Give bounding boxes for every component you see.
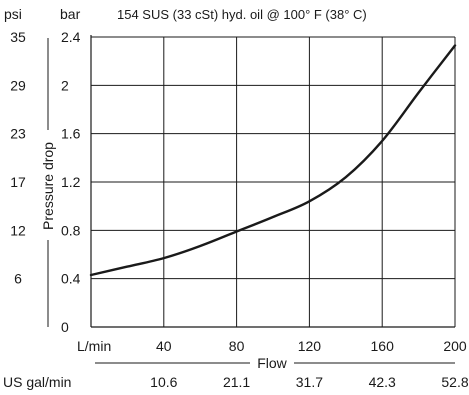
- axes: [90, 35, 455, 328]
- y-secondary-tick-label: 23: [10, 126, 26, 142]
- y-primary-unit-label: bar: [60, 6, 81, 22]
- chart-title: 154 SUS (33 cSt) hyd. oil @ 100° F (38° …: [117, 7, 367, 22]
- y-secondary-tick-label: 29: [10, 77, 26, 93]
- y-tick-label: 0.8: [61, 222, 81, 238]
- x-tick-labels: 40 10.6 80 21.1 120 31.7 160 42.3 200 52.8: [150, 338, 469, 390]
- x-primary-unit-label: L/min: [77, 338, 111, 354]
- y-secondary-unit-label: psi: [4, 6, 22, 22]
- y-axis-title: Pressure drop: [40, 142, 56, 230]
- data-series: [89, 44, 457, 277]
- x-axis-title: Flow: [257, 355, 287, 371]
- x-secondary-tick-label: 42.3: [369, 374, 396, 390]
- grid-lines: [91, 36, 456, 327]
- x-tick-label: 200: [443, 338, 467, 354]
- pressure-drop-curve: [89, 44, 457, 277]
- x-tick-label: 80: [229, 338, 245, 354]
- x-secondary-unit-label: US gal/min: [3, 374, 71, 390]
- y-tick-label: 1.2: [61, 174, 81, 190]
- x-tick-label: 120: [298, 338, 322, 354]
- x-axis-title-group: Flow: [95, 355, 455, 371]
- x-secondary-tick-label: 10.6: [150, 374, 177, 390]
- y-tick-label: 0: [61, 319, 69, 335]
- y-secondary-tick-label: 12: [10, 222, 26, 238]
- x-secondary-tick-label: 52.8: [441, 374, 468, 390]
- y-secondary-tick-label: 17: [10, 174, 26, 190]
- y-tick-labels: 0 0.4 6 0.8 12 1.2 17 1.6 23 2 29 2.4 35: [10, 29, 80, 335]
- y-tick-label: 1.6: [61, 126, 81, 142]
- y-secondary-tick-label: 6: [14, 271, 22, 287]
- x-tick-label: 160: [371, 338, 395, 354]
- y-secondary-tick-label: 35: [10, 29, 26, 45]
- x-secondary-tick-label: 21.1: [223, 374, 250, 390]
- y-axis-title-group: Pressure drop: [40, 38, 56, 327]
- x-secondary-tick-label: 31.7: [296, 374, 323, 390]
- x-tick-label: 40: [156, 338, 172, 354]
- y-tick-label: 0.4: [61, 271, 81, 287]
- y-tick-label: 2.4: [61, 29, 81, 45]
- y-tick-label: 2: [61, 77, 69, 93]
